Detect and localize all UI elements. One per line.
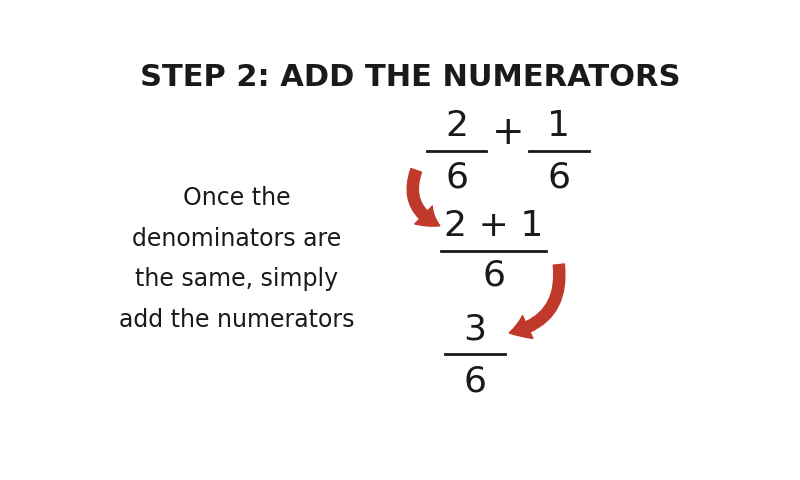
Text: 6: 6: [464, 364, 486, 398]
Text: STEP 2: ADD THE NUMERATORS: STEP 2: ADD THE NUMERATORS: [140, 63, 680, 93]
Text: 2 + 1: 2 + 1: [444, 209, 543, 243]
Text: 3: 3: [464, 312, 486, 346]
Text: 1: 1: [547, 109, 570, 143]
Text: denominators are: denominators are: [132, 227, 341, 251]
Text: 6: 6: [445, 161, 468, 195]
FancyArrowPatch shape: [510, 264, 565, 338]
Text: the same, simply: the same, simply: [135, 267, 338, 291]
Text: Once the: Once the: [182, 186, 290, 210]
Text: +: +: [492, 114, 524, 152]
Text: 6: 6: [482, 259, 506, 293]
Text: 6: 6: [547, 161, 570, 195]
Text: 2: 2: [445, 109, 468, 143]
FancyArrowPatch shape: [407, 168, 440, 226]
Text: add the numerators: add the numerators: [118, 308, 354, 332]
